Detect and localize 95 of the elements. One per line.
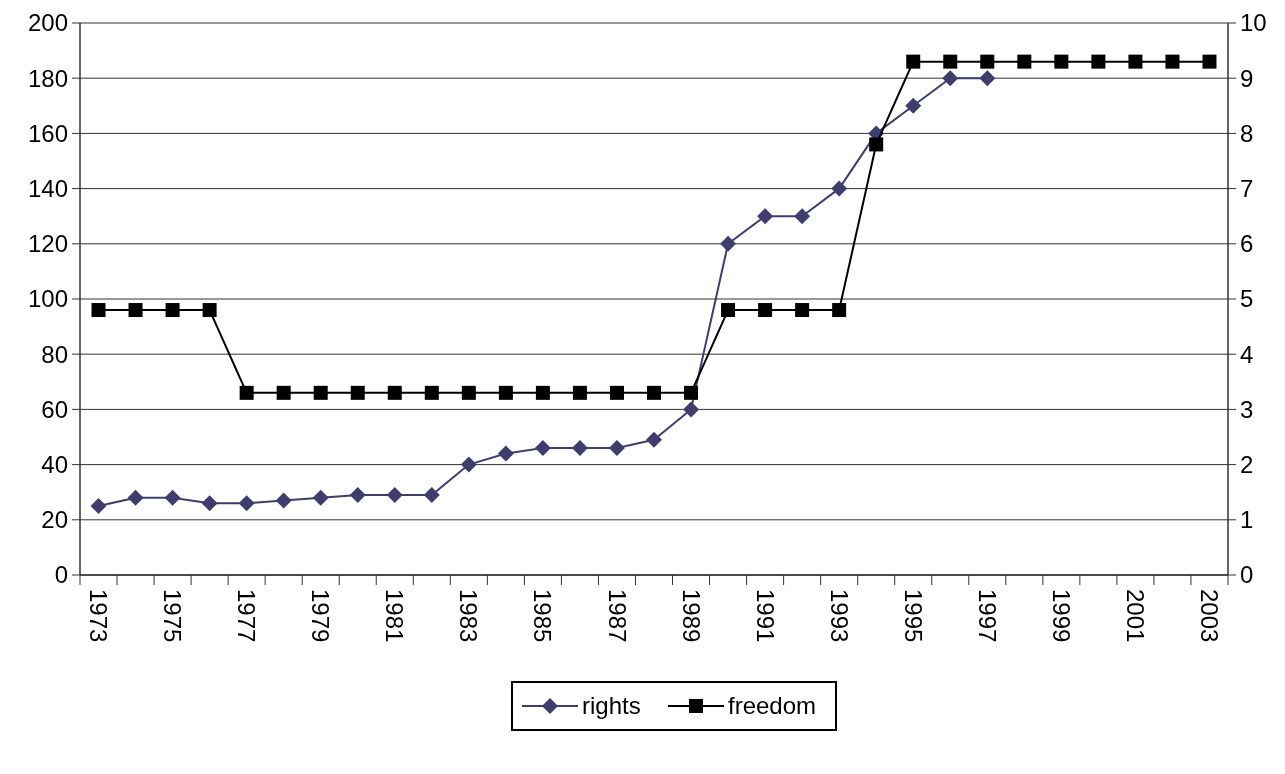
point <box>684 385 699 400</box>
point <box>720 235 737 252</box>
point <box>721 303 736 318</box>
point <box>608 440 625 457</box>
point <box>609 385 624 400</box>
point <box>423 486 440 503</box>
point <box>165 303 180 318</box>
y-tick-label: 100 <box>27 285 68 313</box>
x-tick-label: 1999 <box>1047 589 1075 643</box>
x-tick-label: 1981 <box>381 589 409 643</box>
point <box>1165 54 1180 69</box>
point <box>275 492 292 509</box>
y-tick-label: 180 <box>27 64 68 92</box>
point <box>943 54 958 69</box>
point <box>498 385 513 400</box>
point <box>831 180 848 197</box>
legend-label: rights <box>582 692 641 720</box>
point <box>869 137 884 152</box>
point <box>832 303 847 318</box>
y2-tick-label: 4 <box>1240 340 1254 368</box>
point <box>90 498 107 514</box>
point <box>1054 54 1069 69</box>
point <box>387 385 402 400</box>
point <box>1091 54 1106 69</box>
point <box>794 208 811 225</box>
x-tick-label: 1993 <box>825 589 853 643</box>
point <box>535 385 550 400</box>
x-tick-label: 1989 <box>677 589 705 643</box>
point <box>460 456 477 473</box>
y-tick-label: 0 <box>54 561 68 589</box>
y2-tick-label: 7 <box>1240 175 1254 202</box>
point <box>497 445 514 462</box>
point <box>906 54 921 69</box>
x-tick-label: 1977 <box>233 589 261 643</box>
point <box>349 486 366 503</box>
point <box>424 385 439 400</box>
x-tick-label: 1995 <box>899 589 927 643</box>
point <box>128 303 143 318</box>
point <box>1202 54 1217 69</box>
y2-tick-label: 2 <box>1240 451 1254 478</box>
point <box>312 489 329 506</box>
x-tick-label: 1997 <box>973 589 1001 643</box>
point <box>350 385 365 400</box>
y-tick-label: 20 <box>41 506 68 534</box>
point <box>239 385 254 400</box>
y2-tick-label: 1 <box>1240 506 1254 534</box>
x-tick-label: 1991 <box>751 589 779 643</box>
point <box>238 495 255 512</box>
x-tick-label: 2001 <box>1122 589 1150 643</box>
point <box>1128 54 1143 69</box>
y2-tick-label: 8 <box>1240 119 1254 147</box>
x-tick-label: 2003 <box>1196 589 1224 643</box>
point <box>164 489 181 506</box>
point <box>758 303 773 318</box>
point <box>91 303 106 318</box>
point <box>202 303 217 318</box>
x-tick-label: 1983 <box>455 589 483 643</box>
x-tick-label: 1975 <box>159 589 187 643</box>
x-tick-label: 1973 <box>85 589 113 643</box>
y2-tick-label: 3 <box>1240 395 1254 423</box>
point <box>571 440 588 457</box>
point <box>127 489 144 506</box>
y2-tick-label: 0 <box>1240 561 1254 589</box>
y2-tick-label: 9 <box>1240 64 1254 92</box>
point <box>276 385 291 400</box>
point <box>646 431 662 448</box>
y-tick-label: 160 <box>27 119 68 147</box>
point <box>572 385 587 400</box>
legend-label: freedom <box>728 692 817 720</box>
point <box>980 54 995 69</box>
point <box>647 385 661 400</box>
point <box>942 70 959 87</box>
point <box>313 385 328 400</box>
point <box>461 385 476 400</box>
y2-tick-label: 5 <box>1240 285 1254 313</box>
point <box>1017 54 1032 69</box>
point <box>979 70 996 87</box>
y-tick-label: 140 <box>27 175 68 202</box>
y-tick-label: 40 <box>41 451 68 478</box>
y-tick-label: 60 <box>41 395 68 423</box>
y2-tick-label: 10 <box>1240 9 1267 37</box>
point <box>201 495 218 512</box>
x-tick-label: 1985 <box>529 589 557 643</box>
point <box>795 303 810 318</box>
point <box>534 440 551 457</box>
x-tick-label: 1987 <box>603 589 631 643</box>
y-tick-label: 120 <box>27 230 68 258</box>
y-tick-label: 200 <box>27 9 68 37</box>
point <box>386 486 403 503</box>
y2-tick-label: 6 <box>1240 230 1254 258</box>
point <box>683 401 700 418</box>
point <box>905 97 922 114</box>
x-tick-label: 1979 <box>307 589 335 643</box>
point <box>757 208 774 225</box>
y-tick-label: 80 <box>41 340 68 368</box>
